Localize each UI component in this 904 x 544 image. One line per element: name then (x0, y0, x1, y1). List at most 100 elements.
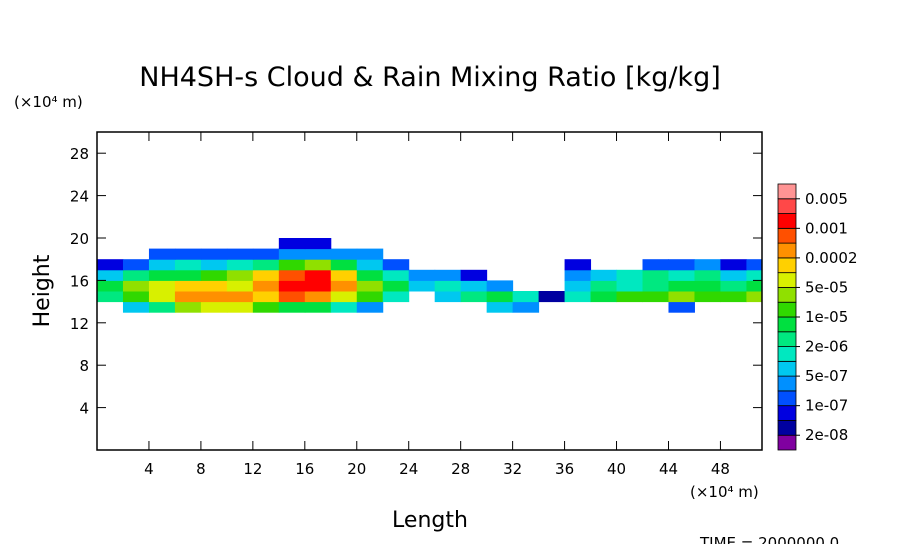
colorbar-label: 5e-05 (805, 278, 848, 296)
cell (460, 269, 488, 281)
cell (304, 248, 332, 260)
cell (616, 291, 644, 303)
cell (148, 301, 176, 313)
cell (382, 259, 410, 271)
cell (252, 301, 280, 313)
colorbar-box (777, 272, 797, 288)
colorbar-box (777, 375, 797, 392)
cell (668, 280, 695, 292)
cell (668, 291, 695, 303)
cell (226, 280, 254, 292)
x-tick-label: 48 (711, 460, 730, 478)
cell (200, 291, 228, 303)
x-tick-label: 8 (196, 460, 206, 478)
chart-title: NH4SH-s Cloud & Rain Mixing Ratio [kg/kg… (139, 62, 721, 93)
cell (252, 269, 280, 281)
cell (356, 248, 384, 260)
cell (278, 280, 306, 292)
cell (97, 269, 124, 281)
colorbar-label: 0.001 (805, 219, 848, 237)
cell (642, 259, 669, 271)
colorbar-box (777, 346, 797, 362)
colorbar-box (777, 257, 797, 274)
cell (382, 269, 410, 281)
cell (174, 259, 202, 271)
cell (148, 280, 176, 292)
cell (616, 280, 644, 292)
x-tick-label: 40 (607, 460, 626, 478)
cell (408, 280, 436, 292)
cell (226, 248, 254, 260)
cell (720, 291, 747, 303)
cell (278, 301, 306, 313)
cell (356, 269, 384, 281)
cell (122, 269, 150, 281)
colorbar-box (777, 183, 797, 200)
colorbar-box (777, 434, 797, 451)
colorbar-label: 1e-07 (805, 397, 848, 415)
cell (200, 269, 228, 281)
cell (694, 291, 721, 303)
cell (97, 259, 124, 271)
colorbar-label: 2e-08 (805, 426, 848, 444)
cell (746, 269, 763, 281)
cell (356, 301, 384, 313)
cell (486, 280, 514, 292)
y-tick-label: 8 (79, 357, 89, 375)
cell (356, 259, 384, 271)
colorbar-label: 1e-05 (805, 308, 848, 326)
cell (460, 280, 488, 292)
cell (382, 291, 410, 303)
cell (97, 280, 124, 292)
cell (746, 291, 763, 303)
cell (330, 259, 358, 271)
cell (226, 291, 254, 303)
cell (668, 301, 695, 313)
cell (668, 269, 695, 281)
cell (408, 269, 436, 281)
cell (330, 291, 358, 303)
cell (564, 280, 592, 292)
colorbar-label: 2e-06 (805, 338, 848, 356)
cell (694, 269, 721, 281)
cell (460, 291, 488, 303)
cell (616, 269, 644, 281)
colorbar-box (777, 390, 797, 407)
x-tick-label: 24 (399, 460, 418, 478)
plot-frame (96, 131, 763, 451)
cell (564, 269, 592, 281)
x-axis-label: Length (392, 508, 468, 533)
cell (720, 280, 747, 292)
colorbar-box (777, 213, 797, 229)
cell (434, 269, 462, 281)
colorbar-box (777, 420, 797, 436)
x-tick-label: 16 (295, 460, 314, 478)
cell (122, 301, 150, 313)
cell (642, 269, 669, 281)
cell (278, 238, 306, 250)
cell (304, 269, 332, 281)
cell (122, 280, 150, 292)
colorbar-box (777, 287, 797, 303)
y-tick-label: 4 (79, 400, 89, 418)
cell (174, 291, 202, 303)
cell (330, 280, 358, 292)
colorbar-box (777, 242, 797, 259)
colorbar-box (777, 301, 797, 318)
cell (174, 280, 202, 292)
y-tick-label: 24 (70, 188, 89, 206)
cell (278, 248, 306, 260)
cell (746, 259, 763, 271)
y-tick-label: 28 (70, 145, 89, 163)
cell (304, 291, 332, 303)
colorbar-box (777, 198, 797, 214)
cell (174, 301, 202, 313)
cell (486, 301, 514, 313)
colorbar-label: 0.0002 (805, 249, 858, 267)
y-tick-label: 16 (70, 272, 89, 290)
cell (226, 269, 254, 281)
cell (590, 269, 618, 281)
x-tick-label: 32 (503, 460, 522, 478)
cell (486, 291, 514, 303)
